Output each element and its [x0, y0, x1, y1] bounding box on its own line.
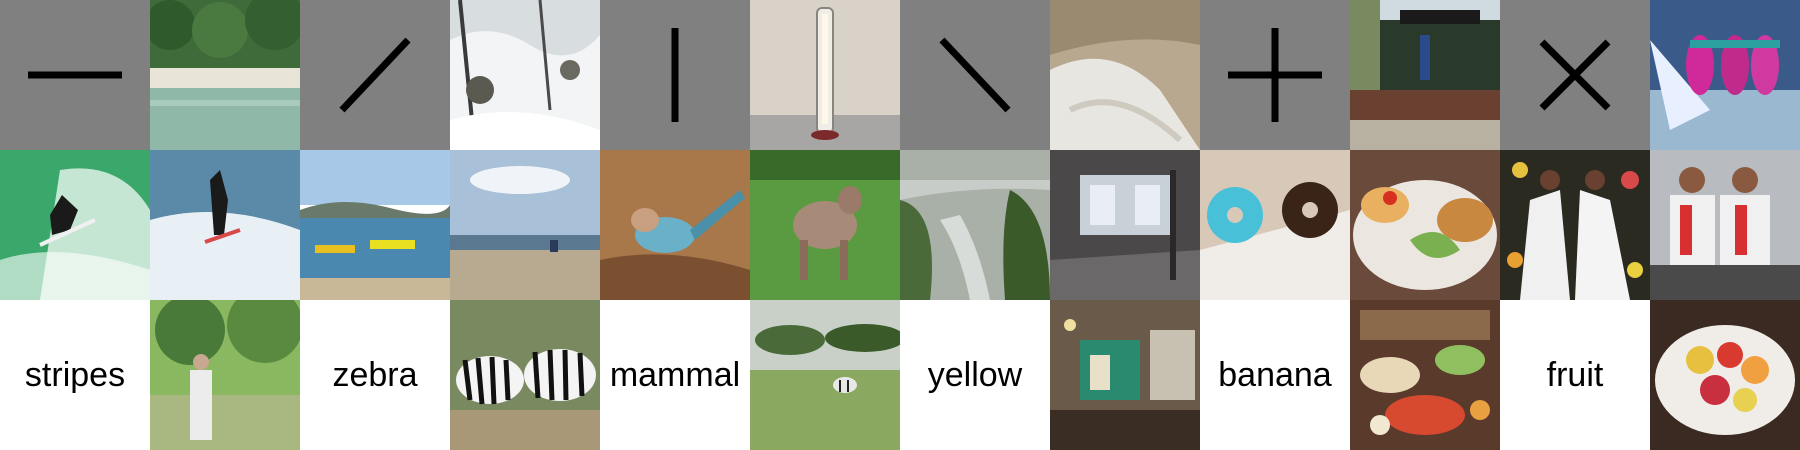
- photo-blue-bird: [600, 150, 750, 300]
- word-label: mammal: [609, 355, 741, 394]
- word-label: yellow: [927, 355, 1023, 394]
- word-label: banana: [1218, 355, 1332, 394]
- word-label: zebra: [332, 355, 418, 394]
- diagonal-backslash-icon: [900, 0, 1050, 150]
- word-zebra: zebra: [300, 300, 450, 450]
- horizontal-line-icon: [0, 0, 150, 150]
- photo-fruit-platter: [1650, 300, 1800, 450]
- photo-sandwich-plate: [1350, 150, 1500, 300]
- photo-savanna-zebras: [750, 300, 900, 450]
- word-label: fruit: [1546, 355, 1604, 394]
- photo-snowy-forest: [450, 0, 600, 150]
- photo-costume-figures: [1650, 0, 1800, 150]
- photo-steam-locomotive: [1350, 0, 1500, 150]
- cross-icon: [1500, 0, 1650, 150]
- vertical-line-icon: [600, 0, 750, 150]
- photo-lake-shore: [150, 0, 300, 150]
- word-label: stripes: [24, 355, 126, 394]
- photo-glass-tube-lamp: [750, 0, 900, 150]
- photo-cow-meadow: [750, 150, 900, 300]
- photo-donuts-box: [1200, 150, 1350, 300]
- photo-food-buffet: [1350, 300, 1500, 450]
- diagonal-slash-icon: [300, 0, 450, 150]
- photo-two-men-jerseys: [1650, 150, 1800, 300]
- word-stripes: stripes: [0, 300, 150, 450]
- photo-zebra-herd: [450, 300, 600, 450]
- word-fruit: fruit: [1500, 300, 1650, 450]
- photo-sandy-beach: [450, 150, 600, 300]
- plus-icon: [1200, 0, 1350, 150]
- word-yellow: yellow: [900, 300, 1050, 450]
- photo-surfer-blue-wave: [150, 150, 300, 300]
- word-banana: banana: [1200, 300, 1350, 450]
- photo-interior-hall: [1050, 150, 1200, 300]
- photo-river-canyon: [900, 150, 1050, 300]
- word-mammal: mammal: [600, 300, 750, 450]
- photo-boats-bay: [300, 150, 450, 300]
- photo-cafe-interior: [1050, 300, 1200, 450]
- photo-hillside-tents: [1050, 0, 1200, 150]
- photo-two-women-floral: [1500, 150, 1650, 300]
- photo-man-in-park: [150, 300, 300, 450]
- photo-surfer-green-wave: [0, 150, 150, 300]
